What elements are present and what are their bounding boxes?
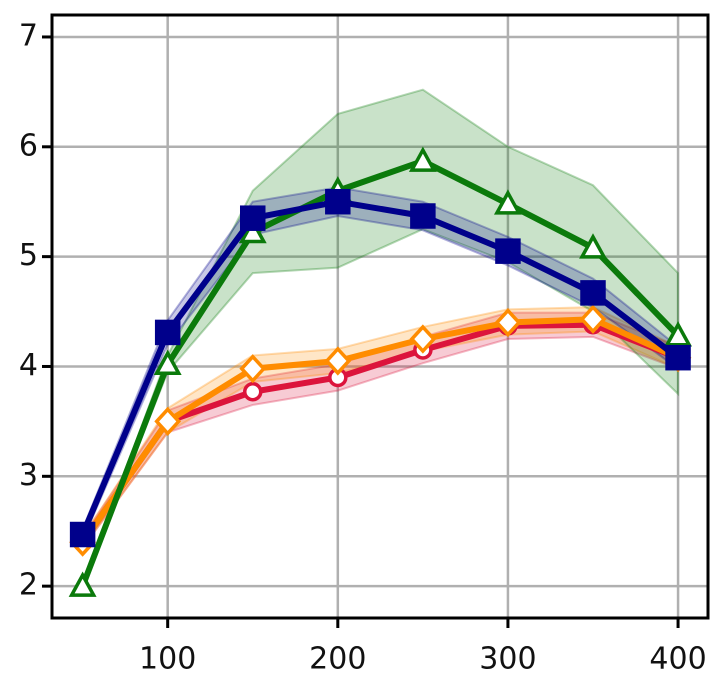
marker xyxy=(493,189,522,215)
marker xyxy=(154,406,182,436)
marker xyxy=(242,381,263,402)
x-tick-label: 400 xyxy=(649,642,706,677)
marker xyxy=(579,304,607,334)
marker xyxy=(68,571,97,597)
marker xyxy=(579,233,607,259)
y-tick-label: 5 xyxy=(19,238,38,273)
y-tick-label: 3 xyxy=(19,458,38,493)
y-tick-label: 4 xyxy=(19,348,38,383)
marker xyxy=(238,217,267,244)
marker xyxy=(239,205,266,231)
line xyxy=(80,316,680,544)
plot-frame xyxy=(50,13,710,620)
marker xyxy=(154,319,181,346)
marker xyxy=(239,354,267,384)
marker xyxy=(408,146,437,172)
x-tick-label: 100 xyxy=(139,642,196,677)
marker xyxy=(494,307,522,338)
marker xyxy=(665,344,691,371)
marker xyxy=(324,346,352,376)
marker xyxy=(409,324,437,354)
marker xyxy=(664,321,693,347)
y-tick-label: 7 xyxy=(19,18,38,53)
x-tick-label: 300 xyxy=(479,642,536,677)
marker xyxy=(153,349,182,376)
line xyxy=(79,198,680,536)
line xyxy=(79,158,681,588)
marker xyxy=(580,280,606,306)
y-tick-label: 6 xyxy=(19,128,38,163)
marker xyxy=(410,203,436,229)
y-tick-label: 2 xyxy=(19,568,38,603)
line xyxy=(80,321,680,544)
marker xyxy=(69,521,96,548)
marker xyxy=(325,188,351,215)
x-tick-label: 200 xyxy=(309,642,366,677)
marker xyxy=(495,238,521,264)
